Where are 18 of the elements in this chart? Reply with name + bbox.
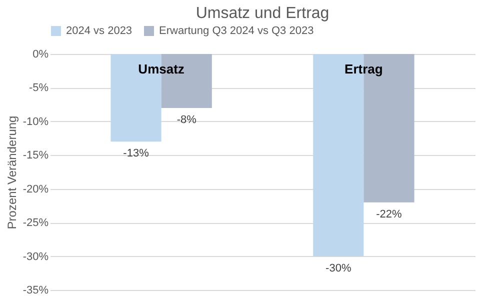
y-tick-label: -15% xyxy=(22,150,49,162)
y-axis-title: Prozent Veränderung xyxy=(4,116,19,230)
y-tick-label: -30% xyxy=(22,250,49,263)
y-tick-label: 0% xyxy=(32,48,49,60)
chart-title: Umsatz und Ertrag xyxy=(196,5,330,22)
legend-label: Erwartung Q3 2024 vs Q3 2023 xyxy=(159,25,314,37)
y-tick-label: -20% xyxy=(22,183,49,196)
x-tick-label: Umsatz xyxy=(138,62,185,76)
data-label: -8% xyxy=(176,114,197,126)
y-tick-label: -35% xyxy=(22,284,49,296)
x-tick-label: Ertrag xyxy=(344,62,383,76)
data-label: -30% xyxy=(326,262,352,274)
y-tick-label: -25% xyxy=(22,217,49,230)
data-label: -13% xyxy=(123,148,150,160)
y-tick-label: -5% xyxy=(28,82,49,94)
y-tick-label: -10% xyxy=(22,116,49,128)
data-label: -22% xyxy=(376,208,402,220)
legend-label: 2024 vs 2023 xyxy=(66,25,132,37)
